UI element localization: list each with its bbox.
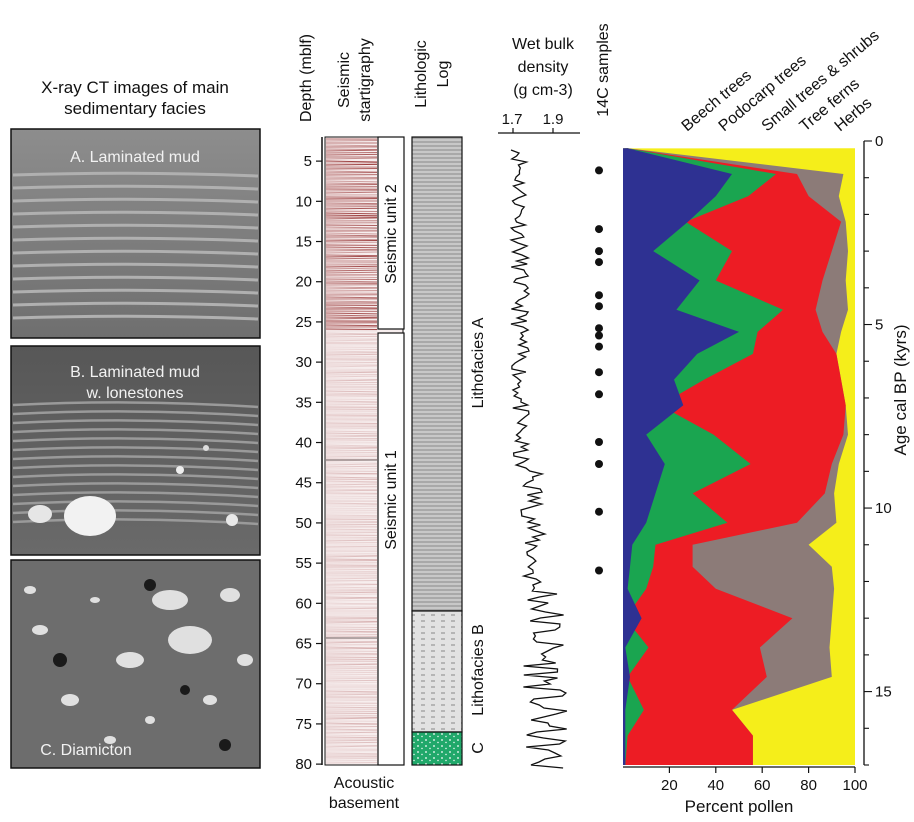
litho-unit-c — [411, 731, 463, 766]
c14-sample-dot — [595, 258, 603, 267]
density-curve — [509, 149, 568, 769]
density-title-line1: Wet bulk — [512, 36, 575, 53]
seismic-unit-1-box: Seismic unit 1 — [377, 332, 405, 766]
depth-axis: 5 10 15 20 25 30 35 40 45 50 55 60 65 70 75 80 — [295, 137, 323, 773]
ct-label-a: A. Laminated mud — [70, 149, 200, 166]
depth-tick-label: 50 — [295, 515, 312, 532]
c14-sample-dot — [595, 331, 603, 340]
density-tick-label: 1.9 — [543, 111, 564, 128]
depth-tick-label: 80 — [295, 756, 312, 773]
seismic-profile — [324, 136, 404, 766]
c14-sample-dot — [595, 166, 603, 175]
lithofacies-a-label: Lithofacies A — [470, 317, 487, 408]
pollen-y-axis-label: Age cal BP (kyrs) — [891, 324, 910, 455]
pollen-chart — [623, 148, 855, 766]
pollen-x-tick-label: 80 — [800, 777, 817, 794]
c14-sample-dot — [595, 225, 603, 234]
c14-sample-dot — [595, 342, 603, 351]
c14-sample-dot — [595, 291, 603, 300]
seismic-unit-1-label: Seismic unit 1 — [383, 450, 400, 550]
pollen-x-tick-label: 100 — [842, 777, 867, 794]
c14-sample-dot — [595, 324, 603, 333]
depth-tick-label: 65 — [295, 636, 312, 653]
ct-image-b: B. Laminated mud w. lonestones — [10, 345, 261, 556]
acoustic-basement-line2: basement — [329, 795, 400, 812]
density-units: (g cm-3) — [513, 82, 573, 99]
c14-sample-dot — [595, 507, 603, 516]
ct-label-b1: B. Laminated mud — [70, 364, 200, 381]
ct-label-c: C. Diamicton — [40, 742, 132, 759]
depth-tick-label: 10 — [295, 193, 312, 210]
litho-unit-b — [411, 610, 463, 733]
ct-label-b2: w. lonestones — [86, 385, 184, 402]
c14-label: 14C samples — [595, 23, 612, 116]
pollen-y-tick-label: 15 — [875, 684, 892, 701]
c14-sample-dot — [595, 247, 603, 256]
depth-tick-label: 70 — [295, 676, 312, 693]
acoustic-basement-line1: Acoustic — [334, 775, 394, 792]
litho-header-line1: Lithologic — [413, 40, 430, 108]
ct-title-line1: X-ray CT images of main — [41, 78, 229, 97]
pollen-y-tick-label: 0 — [875, 133, 883, 150]
density-tick-label: 1.7 — [502, 111, 523, 128]
pollen-y-tick-label: 5 — [875, 317, 883, 334]
seismic-header-line1: Seismic — [336, 52, 353, 108]
c14-sample-dot — [595, 390, 603, 399]
ct-title-line2: sedimentary facies — [64, 99, 206, 118]
litho-header-line2: Log — [435, 61, 452, 88]
depth-tick-label: 25 — [295, 314, 312, 331]
seismic-header-line2: startigraphy — [357, 38, 374, 122]
seismic-unit-2-box: Seismic unit 2 — [377, 136, 405, 330]
depth-tick-label: 20 — [295, 274, 312, 291]
depth-tick-label: 40 — [295, 435, 312, 452]
ct-image-a: A. Laminated mud — [10, 128, 261, 339]
density-title-line2: density — [518, 59, 569, 76]
depth-tick-label: 55 — [295, 555, 312, 572]
depth-tick-label: 35 — [295, 394, 312, 411]
c14-sample-markers — [595, 166, 603, 575]
lithofacies-b-label: Lithofacies B — [470, 624, 487, 716]
depth-tick-label: 75 — [295, 716, 312, 733]
pollen-y-tick-label: 10 — [875, 500, 892, 517]
pollen-x-tick-label: 20 — [661, 777, 678, 794]
depth-tick-label: 30 — [295, 354, 312, 371]
c14-sample-dot — [595, 460, 603, 468]
depth-tick-label: 15 — [295, 234, 312, 251]
depth-tick-label: 5 — [304, 153, 312, 170]
pollen-x-axis-label: Percent pollen — [685, 797, 794, 816]
litho-unit-a — [411, 136, 463, 612]
c14-sample-dot — [595, 438, 603, 446]
depth-tick-label: 60 — [295, 595, 312, 612]
depth-tick-label: 45 — [295, 475, 312, 492]
lithofacies-c-label: C — [470, 742, 487, 754]
seismic-unit-2-label: Seismic unit 2 — [383, 184, 400, 284]
depth-axis-label: Depth (mblf) — [298, 34, 315, 122]
c14-sample-dot — [595, 368, 603, 377]
pollen-axes: 20 40 60 80 100 0 5 10 15 — [623, 133, 892, 794]
c14-sample-dot — [595, 566, 603, 575]
ct-image-c: C. Diamicton — [10, 559, 261, 769]
pollen-area-beech-trees — [623, 148, 739, 766]
pollen-x-tick-label: 40 — [707, 777, 724, 794]
pollen-x-tick-label: 60 — [754, 777, 771, 794]
c14-sample-dot — [595, 302, 603, 311]
